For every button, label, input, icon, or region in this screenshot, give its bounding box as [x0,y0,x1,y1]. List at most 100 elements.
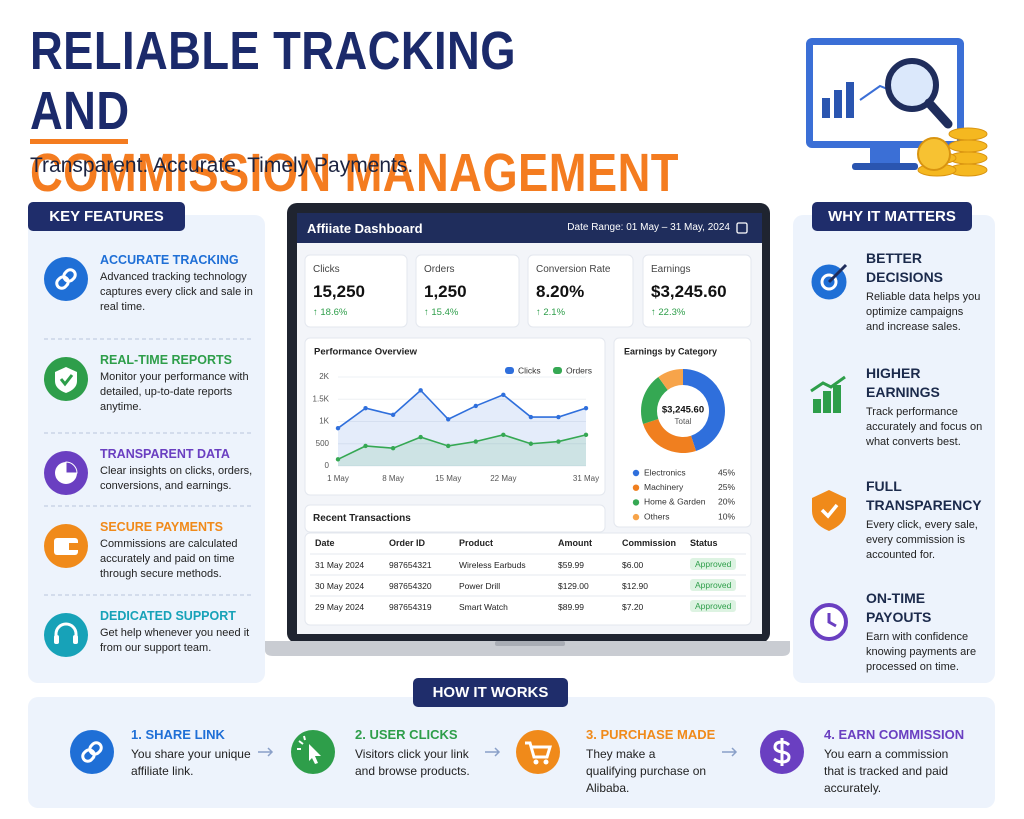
benefit-title: ON-TIME PAYOUTS [866,590,932,625]
data-point [473,403,478,409]
step-text: Visitors click your link and browse prod… [355,747,470,778]
feature-title: SECURE PAYMENTS [100,520,223,534]
stat-value: 15,250 [313,282,365,301]
date-range: Date Range: 01 May – 31 May, 2024 [567,222,730,233]
table-cell: $7.20 [622,602,644,612]
value-label: 45% [718,467,735,477]
feature-text: Commissions are calculated accurately an… [100,538,238,580]
y-tick-label: 2K [319,372,329,381]
feature-title: REAL-TIME REPORTS [100,353,232,367]
table-cell: $12.90 [622,581,648,591]
x-tick-label: 8 May [382,474,404,483]
donut-slice [658,369,683,390]
icon-shape [54,635,59,644]
value-label: 10% [718,511,735,521]
data-point [501,392,506,397]
data-point [390,412,396,418]
table-cell: $6.00 [622,560,644,570]
legend-label: Orders [566,365,592,375]
stat-label: Orders [424,264,455,275]
icon-shape [297,735,306,750]
steps-panel [28,697,995,808]
feature-text: Clear insights on clicks, orders, conver… [100,465,253,492]
transactions-title: Recent Transactions [313,513,411,524]
icon-shape [813,399,821,413]
status-badge: Approved [690,579,737,591]
step-title: 4. EARN COMMISSION [824,727,965,742]
benefit-text: Reliable data helps you optimize campaig… [866,291,981,333]
benefits-panel [793,215,995,683]
data-point [528,414,534,420]
icon [55,461,78,484]
x-tick-label: 15 May [435,474,461,483]
icon-shape [59,374,74,387]
icon-shape [827,613,837,628]
stat-label: Clicks [313,264,340,275]
icon-shape [833,385,841,413]
icon [811,263,848,300]
category-card [613,337,752,528]
data-point [418,388,423,393]
legend-label: Clicks [518,365,541,375]
data-point [473,439,478,444]
stat-card [304,254,408,328]
icon-shape [773,738,791,766]
icon [525,741,553,765]
feature-text: Monitor your performance with detailed, … [100,371,249,413]
icon [810,375,846,413]
benefit-text: Track performance accurately and focus o… [866,406,983,448]
table-cell: Power Drill [459,581,501,591]
feature-title: TRANSPARENT DATA [100,447,230,461]
stat-card [642,254,752,328]
icon-shape [88,741,103,756]
legend-dot [632,499,640,506]
status-badge: Approved [690,558,737,570]
donut-slice [683,369,725,451]
stat-value: $3,245.60 [651,282,727,301]
stat-change: ↑ 22.3% [651,307,686,318]
benefits-heading-bg [812,202,972,231]
icon-shape [812,490,846,531]
data-point [583,432,589,438]
title-line-2-highlight: COMMISSION MANAGEMENT [30,143,679,203]
icon-shape [810,375,846,393]
table-cell: 29 May 2024 [315,602,365,612]
icon-shape [73,635,78,644]
data-point [446,443,451,449]
data-point [583,405,589,411]
step-text: You share your unique affiliate link. [131,747,251,778]
benefit-title: HIGHER EARNINGS [866,365,940,400]
series-line [337,434,587,461]
icon-shape [65,461,78,474]
dashboard-header [297,213,762,243]
donut-slice [643,419,696,453]
benefit-title: BETTER DECISIONS [866,250,944,285]
table-cell: $59.99 [558,560,584,570]
title-line-2-start: AND [30,81,130,141]
monitor-bar [834,90,842,118]
laptop-base [265,641,790,656]
title-underline [30,139,128,144]
title-line-2: AND COMMISSION MANAGEMENT [30,80,679,204]
magnifier-handle [924,98,953,129]
icon-shape [820,503,839,519]
icon [55,367,77,393]
column-header: Product [459,538,494,548]
data-point [446,417,451,422]
benefit-text: Every click, every sale, every commissio… [866,519,978,561]
table-cell: 30 May 2024 [315,581,365,591]
table-cell: Wireless Earbuds [459,560,526,570]
x-tick-label: 22 May [490,474,516,483]
icon [54,538,78,555]
legend-dot [632,484,640,491]
subtitle: Transparent. Accurate. Timely Payments. [30,154,414,177]
data-point [418,434,423,440]
features-heading-bg [28,202,185,231]
monitor-bar [822,98,830,118]
column-header: Commission [622,538,677,548]
stat-card [415,254,520,328]
area-fill [338,434,586,466]
laptop-notch [495,641,565,646]
